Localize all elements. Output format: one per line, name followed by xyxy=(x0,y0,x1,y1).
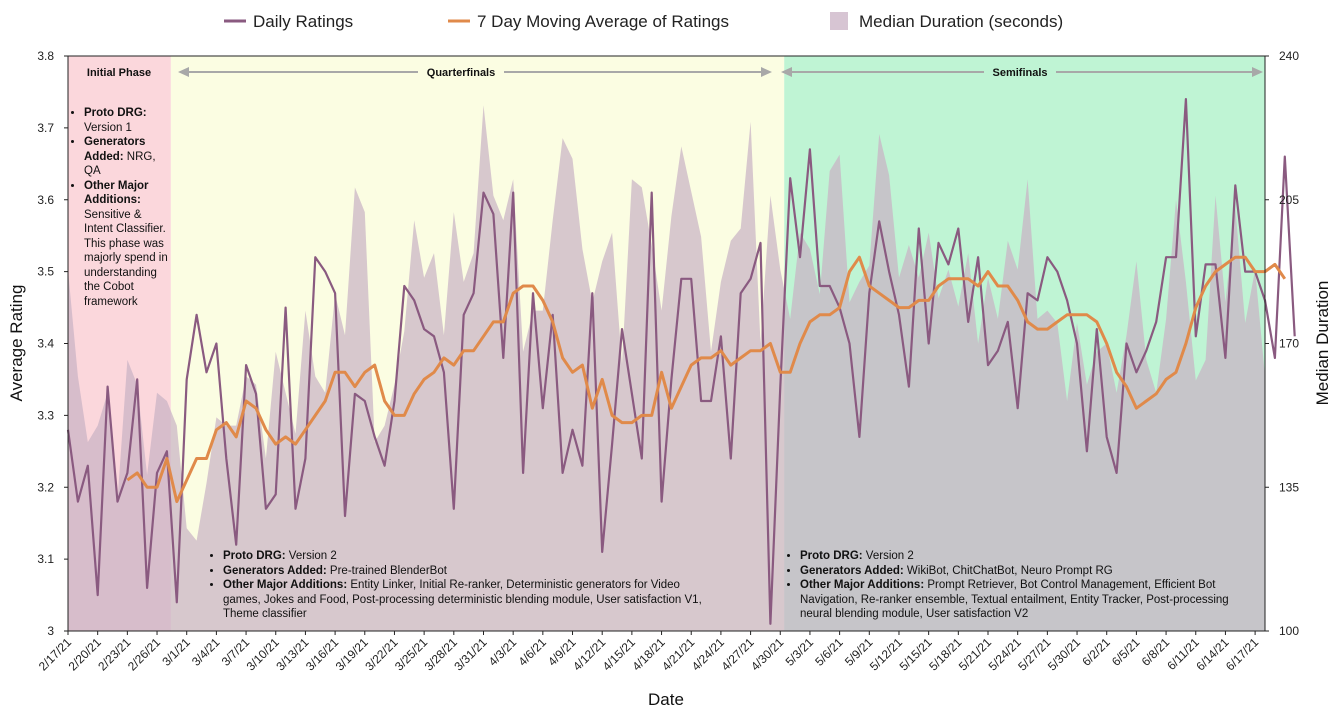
x-tick-label: 6/2/21 xyxy=(1079,635,1113,669)
left-tick-label: 3.4 xyxy=(37,337,54,351)
x-tick-label: 3/31/21 xyxy=(451,635,489,673)
note-item: Proto DRG: Version 1 xyxy=(84,106,170,135)
right-tick-label: 100 xyxy=(1279,624,1299,638)
x-tick-label: 4/6/21 xyxy=(515,635,549,669)
left-y-axis: 3 3.1 3.2 3.3 3.4 3.5 3.6 3.7 3.8 xyxy=(37,49,68,638)
note-item: Generators Added: Pre-trained BlenderBot xyxy=(223,564,714,579)
note-item: Other Major Additions: Prompt Retriever,… xyxy=(800,578,1256,622)
left-tick-label: 3.6 xyxy=(37,193,54,207)
note-item: Generators Added: WikiBot, ChitChatBot, … xyxy=(800,564,1256,579)
legend-swatch-median-duration xyxy=(830,12,848,30)
phase-title-initial: Initial Phase xyxy=(87,67,151,79)
note-item: Other Major Additions: Entity Linker, In… xyxy=(223,578,714,622)
daily-ratings-line xyxy=(66,97,1296,625)
x-tick-label: 5/6/21 xyxy=(812,635,846,669)
right-y-axis: 100 135 170 205 240 xyxy=(1265,49,1299,638)
x-tick-label: 5/30/21 xyxy=(1045,635,1083,673)
quarterfinals-arrow-head-right xyxy=(761,67,772,77)
x-tick-label: 5/3/21 xyxy=(783,635,817,669)
left-tick-label: 3 xyxy=(47,624,54,638)
quarterfinals-arrow-head-left xyxy=(178,67,189,77)
legend-label-daily-ratings: Daily Ratings xyxy=(253,12,353,31)
left-tick-label: 3.7 xyxy=(37,121,54,135)
legend: Daily Ratings 7 Day Moving Average of Ra… xyxy=(224,12,1063,31)
x-axis-title: Date xyxy=(648,690,684,709)
left-tick-label: 3.5 xyxy=(37,265,54,279)
initial-phase-notes: Proto DRG: Version 1 Generators Added: N… xyxy=(70,106,170,309)
semifinals-notes: Proto DRG: Version 2 Generators Added: W… xyxy=(786,549,1256,622)
semifinals-arrow-head-right xyxy=(1252,67,1263,77)
right-tick-label: 205 xyxy=(1279,193,1299,207)
x-tick-label: 3/4/21 xyxy=(189,635,223,669)
left-tick-label: 3.8 xyxy=(37,49,54,63)
median-duration-area xyxy=(68,105,1265,632)
semifinals-arrow-head-left xyxy=(781,67,792,77)
y-axis-left-title: Average Rating xyxy=(7,285,26,402)
y-axis-right-title: Median Duration xyxy=(1313,281,1332,406)
x-axis: 2/17/212/20/212/23/212/26/213/1/213/4/21… xyxy=(36,631,1261,673)
legend-label-moving-average: 7 Day Moving Average of Ratings xyxy=(477,12,729,31)
phase-arrows xyxy=(178,67,1263,77)
x-tick-label: 6/17/21 xyxy=(1223,635,1261,673)
x-tick-label: 2/26/21 xyxy=(125,635,163,673)
right-tick-label: 135 xyxy=(1279,480,1299,494)
right-tick-label: 170 xyxy=(1279,337,1299,351)
note-item: Other Major Additions: Sensitive & Inten… xyxy=(84,179,170,310)
phase-title-semifinals: Semifinals xyxy=(992,67,1047,79)
phase-title-quarterfinals: Quarterfinals xyxy=(427,67,495,79)
x-tick-label: 6/5/21 xyxy=(1109,635,1143,669)
daily-ratings-line-layer xyxy=(66,97,1296,625)
median-duration-area-layer xyxy=(68,105,1265,632)
x-tick-label: 4/3/21 xyxy=(486,635,520,669)
left-tick-label: 3.3 xyxy=(37,408,54,422)
quarterfinals-notes: Proto DRG: Version 2 Generators Added: P… xyxy=(209,549,714,622)
x-tick-label: 3/1/21 xyxy=(159,635,193,669)
left-tick-label: 3.2 xyxy=(37,480,54,494)
note-item: Generators Added: NRG, QA xyxy=(84,135,170,179)
moving-average-line-layer xyxy=(126,255,1287,504)
x-tick-label: 4/30/21 xyxy=(748,635,786,673)
note-item: Proto DRG: Version 2 xyxy=(800,549,1256,564)
moving-average-line xyxy=(126,255,1287,504)
left-tick-label: 3.1 xyxy=(37,552,54,566)
note-item: Proto DRG: Version 2 xyxy=(223,549,714,564)
right-tick-label: 240 xyxy=(1279,49,1299,63)
legend-label-median-duration: Median Duration (seconds) xyxy=(859,12,1063,31)
